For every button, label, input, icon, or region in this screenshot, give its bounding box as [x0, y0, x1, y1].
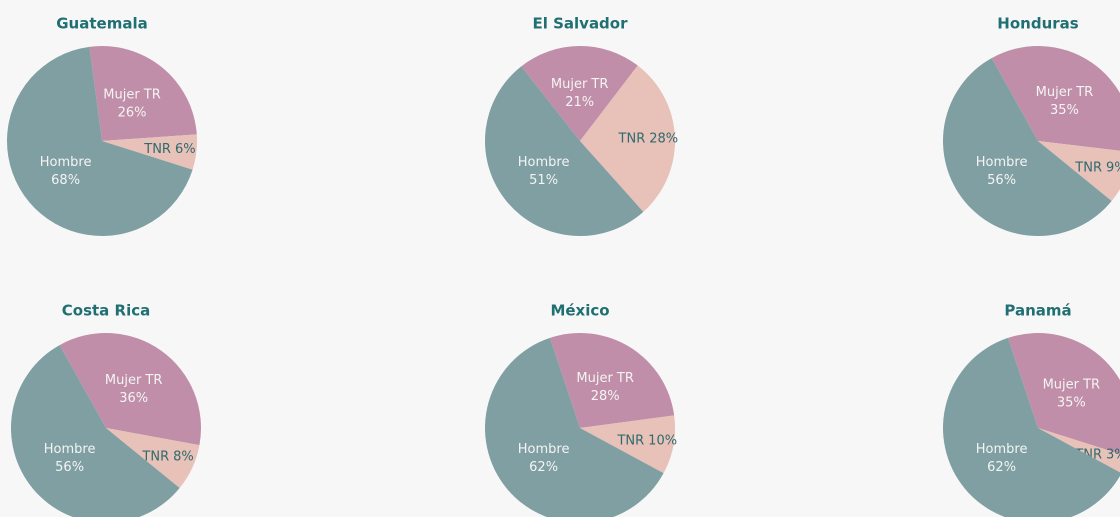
slice-label: TNR 9%	[1074, 160, 1120, 175]
pie-slice	[521, 46, 638, 141]
value-label: 6%	[175, 142, 196, 157]
pie-slice	[580, 415, 675, 474]
value-label: 9%	[1106, 160, 1120, 175]
category-label: Hombre	[976, 155, 1028, 170]
pie-slice	[550, 333, 675, 428]
slice-label: TNR 6%	[143, 142, 195, 157]
value-label: 26%	[118, 106, 147, 121]
category-label: Mujer TR	[551, 77, 609, 92]
slice-label: TNR 10%	[616, 433, 677, 448]
pie-slice	[106, 428, 200, 489]
pie-slice	[11, 345, 180, 517]
pie-slice	[580, 65, 675, 212]
chart-title: México	[550, 302, 609, 320]
category-label: Hombre	[40, 155, 92, 170]
pie-slice	[943, 58, 1112, 237]
value-label: 35%	[1057, 396, 1086, 411]
value-label: 21%	[565, 95, 594, 110]
category-label: TNR	[1074, 160, 1102, 175]
value-label: 68%	[51, 173, 80, 188]
value-label: 35%	[1050, 103, 1079, 118]
category-label: Mujer TR	[1043, 378, 1101, 393]
value-label: 28%	[649, 131, 678, 146]
category-label: Hombre	[976, 442, 1028, 457]
value-label: 62%	[987, 460, 1016, 475]
pie-slice	[485, 337, 664, 517]
chart-title: Costa Rica	[62, 302, 150, 320]
value-label: 56%	[55, 460, 84, 475]
category-label: Mujer TR	[103, 88, 161, 103]
chart-title: Honduras	[997, 15, 1078, 33]
value-label: 56%	[987, 173, 1016, 188]
value-label: 8%	[173, 449, 194, 464]
pie-slice	[89, 46, 197, 141]
chart-title: Guatemala	[56, 15, 147, 33]
pie-slice	[1038, 428, 1120, 473]
value-label: 3%	[1106, 447, 1120, 462]
pie-slice	[484, 66, 644, 237]
pie-slice	[7, 46, 193, 237]
pie-slice	[59, 333, 201, 446]
pie-slice	[1008, 333, 1120, 455]
category-label: TNR	[141, 449, 169, 464]
slice-label: TNR 28%	[618, 131, 679, 146]
category-label: Mujer TR	[576, 371, 634, 386]
pie-slice	[943, 337, 1120, 517]
value-label: 36%	[119, 391, 148, 406]
category-label: Hombre	[518, 155, 570, 170]
chart-title: Panamá	[1004, 302, 1071, 320]
pie-slice	[1038, 141, 1120, 202]
chart-title: El Salvador	[532, 15, 628, 33]
category-label: Hombre	[518, 442, 570, 457]
value-label: 10%	[648, 433, 677, 448]
value-label: 51%	[529, 173, 558, 188]
category-label: Mujer TR	[1036, 85, 1094, 100]
category-label: TNR	[616, 433, 644, 448]
category-label: Mujer TR	[105, 373, 163, 388]
category-label: Hombre	[44, 442, 96, 457]
value-label: 28%	[591, 389, 620, 404]
category-label: TNR	[618, 131, 646, 146]
pie-slice	[102, 134, 197, 170]
value-label: 62%	[529, 460, 558, 475]
slice-label: TNR 8%	[141, 449, 193, 464]
pie-slice	[991, 46, 1120, 151]
category-label: TNR	[143, 142, 171, 157]
